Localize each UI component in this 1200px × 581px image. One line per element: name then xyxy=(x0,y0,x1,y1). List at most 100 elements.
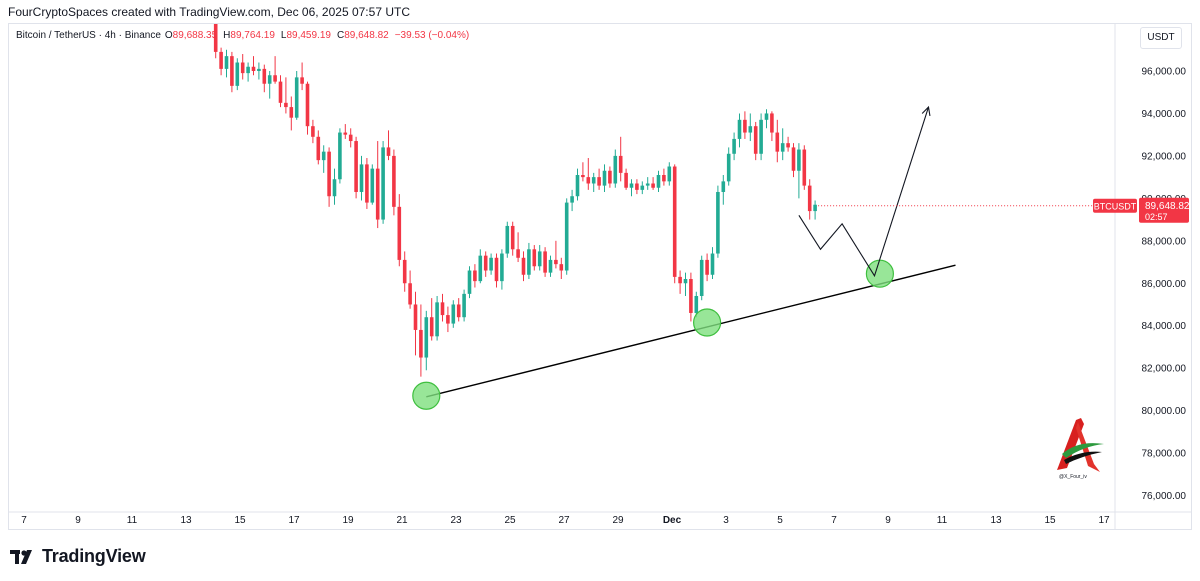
candle-body[interactable] xyxy=(710,253,715,275)
candle-body[interactable] xyxy=(332,179,337,197)
candle-body[interactable] xyxy=(548,259,553,273)
candle-body[interactable] xyxy=(446,315,450,324)
candle-body[interactable] xyxy=(246,66,250,74)
candle-body[interactable] xyxy=(397,206,402,260)
candle-body[interactable] xyxy=(564,202,569,271)
candle-body[interactable] xyxy=(289,107,294,118)
candle-body[interactable] xyxy=(348,134,353,142)
candle-body[interactable] xyxy=(775,132,780,152)
candle-body[interactable] xyxy=(505,225,510,254)
candle-body[interactable] xyxy=(581,175,585,178)
candle-body[interactable] xyxy=(759,119,763,154)
candle-body[interactable] xyxy=(770,113,774,133)
candle-body[interactable] xyxy=(294,77,299,118)
symbol-label[interactable]: Bitcoin / TetherUS · 4h · Binance xyxy=(16,30,161,41)
candle-body[interactable] xyxy=(764,113,769,120)
candle-body[interactable] xyxy=(651,183,655,188)
candle-body[interactable] xyxy=(224,56,229,69)
candle-body[interactable] xyxy=(597,177,601,186)
candle-body[interactable] xyxy=(807,185,812,212)
candle-body[interactable] xyxy=(392,155,396,207)
candle-body[interactable] xyxy=(645,183,650,186)
candle-body[interactable] xyxy=(618,155,623,173)
candle-body[interactable] xyxy=(462,293,466,318)
candle-body[interactable] xyxy=(424,317,429,358)
candle-body[interactable] xyxy=(370,168,375,203)
candle-body[interactable] xyxy=(667,166,672,182)
candle-body[interactable] xyxy=(440,302,445,316)
touch-point-circle[interactable] xyxy=(865,259,895,288)
candle-body[interactable] xyxy=(327,151,331,197)
candle-body[interactable] xyxy=(284,102,288,108)
candle-body[interactable] xyxy=(278,81,283,103)
candle-body[interactable] xyxy=(732,138,736,154)
candle-body[interactable] xyxy=(527,249,531,275)
candle-body[interactable] xyxy=(694,295,699,313)
candle-body[interactable] xyxy=(483,255,488,271)
candle-body[interactable] xyxy=(478,255,483,282)
candle-body[interactable] xyxy=(338,132,342,180)
candle-body[interactable] xyxy=(780,143,785,152)
candle-body[interactable] xyxy=(343,132,348,135)
candle-body[interactable] xyxy=(473,270,477,282)
candle-body[interactable] xyxy=(705,259,709,275)
touch-point-circle[interactable] xyxy=(412,381,441,410)
candle-body[interactable] xyxy=(305,83,310,127)
candle-body[interactable] xyxy=(635,183,639,190)
candle-body[interactable] xyxy=(419,329,423,358)
candle-body[interactable] xyxy=(608,170,612,184)
candle-body[interactable] xyxy=(273,75,277,82)
candle-body[interactable] xyxy=(267,75,272,84)
candle-body[interactable] xyxy=(375,168,380,220)
candle-body[interactable] xyxy=(435,302,439,337)
candle-body[interactable] xyxy=(489,257,493,271)
tradingview-logo[interactable]: TradingView xyxy=(10,546,146,567)
candle-body[interactable] xyxy=(683,279,688,284)
candle-body[interactable] xyxy=(678,276,682,284)
candle-body[interactable] xyxy=(570,196,574,203)
candle-body[interactable] xyxy=(591,177,596,184)
candle-body[interactable] xyxy=(510,225,515,250)
candle-body[interactable] xyxy=(402,259,407,284)
touch-point-circle[interactable] xyxy=(692,308,722,337)
candle-body[interactable] xyxy=(743,119,747,133)
candle-body[interactable] xyxy=(813,204,817,212)
candle-body[interactable] xyxy=(786,143,790,148)
candle-body[interactable] xyxy=(262,68,267,84)
candle-body[interactable] xyxy=(230,56,234,86)
candle-body[interactable] xyxy=(429,317,434,337)
candle-body[interactable] xyxy=(257,68,261,71)
candle-body[interactable] xyxy=(662,175,666,182)
candle-body[interactable] xyxy=(521,257,526,275)
candle-body[interactable] xyxy=(656,175,661,188)
candle-body[interactable] xyxy=(624,172,628,188)
candle-body[interactable] xyxy=(516,249,520,258)
candle-body[interactable] xyxy=(721,181,726,192)
candle-body[interactable] xyxy=(413,304,418,330)
candle-body[interactable] xyxy=(537,251,542,267)
candle-body[interactable] xyxy=(699,259,704,296)
candle-body[interactable] xyxy=(354,141,358,192)
candle-body[interactable] xyxy=(219,51,223,69)
projection-path[interactable] xyxy=(798,106,930,278)
candle-body[interactable] xyxy=(797,149,801,171)
candle-body[interactable] xyxy=(467,270,472,294)
candle-body[interactable] xyxy=(251,66,256,71)
support-trendline[interactable] xyxy=(426,264,956,398)
candle-body[interactable] xyxy=(532,249,537,267)
candle-body[interactable] xyxy=(716,191,720,254)
candle-body[interactable] xyxy=(802,149,807,186)
candle-body[interactable] xyxy=(629,183,634,188)
candle-body[interactable] xyxy=(640,185,645,190)
candle-body[interactable] xyxy=(451,304,456,324)
candle-body[interactable] xyxy=(365,164,369,203)
candle-body[interactable] xyxy=(235,62,240,86)
candle-body[interactable] xyxy=(500,253,504,282)
candle-body[interactable] xyxy=(311,126,315,137)
candle-body[interactable] xyxy=(602,170,607,186)
candle-body[interactable] xyxy=(554,259,558,265)
candle-body[interactable] xyxy=(0,205,4,206)
candle-body[interactable] xyxy=(359,164,364,192)
candle-body[interactable] xyxy=(381,147,385,220)
candle-body[interactable] xyxy=(494,257,499,282)
